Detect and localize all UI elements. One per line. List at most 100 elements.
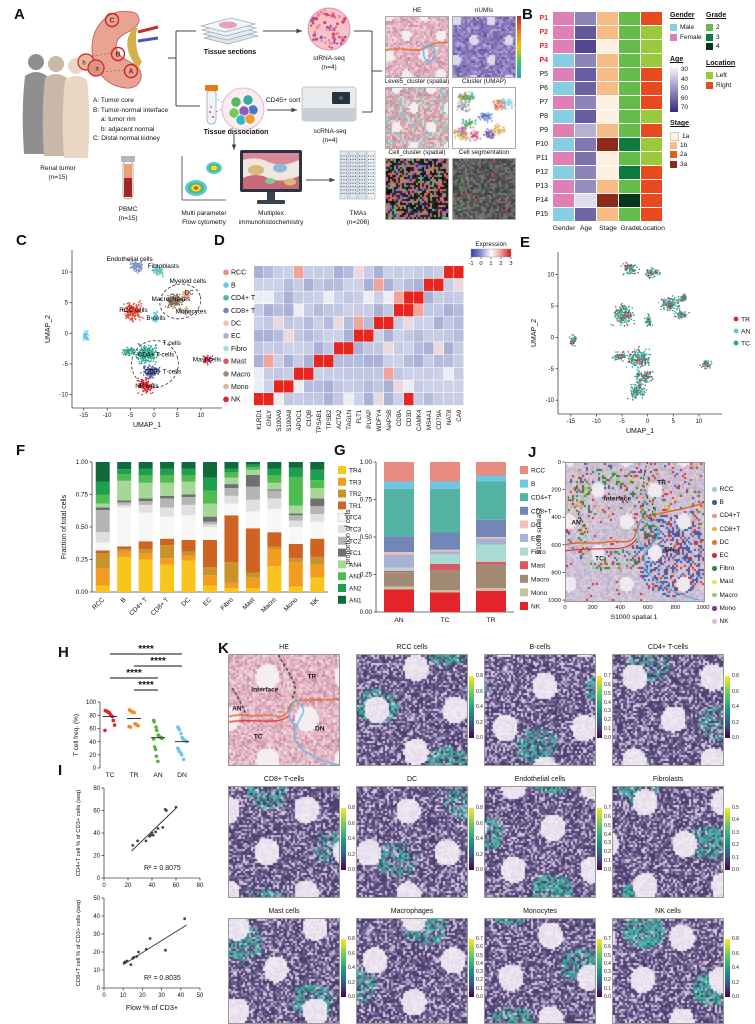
svg-text:GNLY: GNLY <box>266 410 273 426</box>
svg-text:RCC: RCC <box>531 468 545 475</box>
svg-text:CD79A: CD79A <box>436 409 443 430</box>
panel-g-region-proportion-bars: 0.00 0.25 0.50 0.75 1.00 proportion of cells A… <box>334 444 569 644</box>
svg-text:R² = 0.8035: R² = 0.8035 <box>144 975 181 982</box>
svg-text:B: B <box>115 52 120 59</box>
svg-text:30: 30 <box>93 932 100 938</box>
panel-label-b: B <box>522 6 533 23</box>
colorbar-tick: 0.7 <box>604 805 611 811</box>
clinical-cell <box>641 68 662 81</box>
clinical-cell <box>619 68 640 81</box>
svg-text:S100A8: S100A8 <box>286 409 293 432</box>
region-label-an: AN <box>571 519 581 527</box>
k-canvas <box>357 919 467 1023</box>
clinical-cell <box>597 124 618 137</box>
svg-text:CD8A: CD8A <box>396 409 403 426</box>
svg-text:DC: DC <box>231 320 241 327</box>
k-colorbar <box>597 808 602 870</box>
svg-text:-5: -5 <box>63 362 69 368</box>
svg-text:B: B <box>531 481 535 488</box>
svg-text:1.00: 1.00 <box>360 459 373 466</box>
colorbar-tick: 0.0 <box>732 994 739 1000</box>
panel-label-g: G <box>334 442 346 459</box>
thumb-title: Level5_cluster (spatial) <box>384 78 450 85</box>
dissociated-cells-icon <box>221 87 265 131</box>
colorbar-tick: 0.3 <box>732 829 739 836</box>
svg-text:5: 5 <box>176 413 180 419</box>
svg-text:CD4+T: CD4+T <box>531 495 552 502</box>
svg-text:CAMK4: CAMK4 <box>416 409 423 431</box>
clinical-cell <box>619 110 640 123</box>
mihc-label-2: immunohistochemistry <box>238 219 304 226</box>
colorbar-tick: 0.7 <box>604 673 611 679</box>
colorbar-tick: 0.5 <box>732 805 739 811</box>
panel-a-workflow: Renal tumor (n=15) C B A b a <box>0 0 530 232</box>
clinical-cell <box>641 138 662 151</box>
colorbar-tick: 0.4 <box>348 965 355 971</box>
colorbar-tick: 0.8 <box>348 936 355 942</box>
he-region-interface: Interface <box>251 686 279 694</box>
thumb-canvas-level5 <box>386 88 448 148</box>
svg-text:FLT1: FLT1 <box>356 409 363 424</box>
svg-text:20: 20 <box>89 753 96 759</box>
legend-swatch <box>706 43 713 50</box>
svg-text:0.25: 0.25 <box>76 557 89 564</box>
colorbar-tick: 0.2 <box>348 851 355 858</box>
colorbar-tick: 0.6 <box>604 944 611 951</box>
k-colorbar <box>469 808 474 870</box>
svg-text:40: 40 <box>149 883 156 889</box>
legend-swatch <box>670 33 677 41</box>
clinical-cell <box>553 68 574 81</box>
svg-text:DN: DN <box>177 772 187 779</box>
location-legend-item: Right <box>706 81 731 89</box>
svg-text:0: 0 <box>97 986 101 992</box>
k-colorbar <box>725 808 730 870</box>
thumb-canvas-seg <box>453 159 515 219</box>
k-colorbar <box>597 676 602 738</box>
k-tile-he: TR Interface AN TC DN <box>228 654 340 766</box>
thumb-title: Cell_cluster (spatial) <box>388 149 446 156</box>
k-title: HE <box>279 644 289 651</box>
k-canvas <box>485 787 595 897</box>
clinical-cell <box>597 110 618 123</box>
svg-text:Mast: Mast <box>241 596 256 611</box>
panel-label-f: F <box>16 442 26 459</box>
svg-text:Flow % of CD3+: Flow % of CD3+ <box>126 1003 178 1012</box>
clinical-cell <box>575 166 596 179</box>
legend-label: CD4+T <box>719 512 741 520</box>
clinical-cell <box>619 54 640 67</box>
svg-text:0.25: 0.25 <box>360 572 373 579</box>
clinical-cell <box>619 138 640 151</box>
clinical-cell <box>553 110 574 123</box>
pbmc-tube-icon <box>121 156 135 200</box>
clinical-cell <box>641 12 662 25</box>
colorbar-tick: 0.2 <box>604 977 611 984</box>
svg-text:40: 40 <box>89 740 96 746</box>
colorbar-tick: 0.3 <box>604 969 611 976</box>
svg-text:2: 2 <box>499 261 502 267</box>
colorbar-tick: 0.2 <box>476 719 483 726</box>
colorbar-tick: 0.2 <box>732 842 739 849</box>
panel-label-a: A <box>14 6 25 23</box>
colorbar-tick: 0.7 <box>604 936 611 942</box>
grade-legend-title: Grade <box>706 12 727 19</box>
svg-text:Monocytes: Monocytes <box>176 309 207 316</box>
svg-text:DC: DC <box>180 596 192 608</box>
k-canvas <box>357 787 467 897</box>
svg-text:-10: -10 <box>592 419 601 425</box>
svg-text:CD8+ T: CD8+ T <box>231 308 256 315</box>
colorbar-tick: 0.4 <box>732 965 739 971</box>
site-legend-line: a: tumor rim <box>101 116 136 123</box>
svg-text:Fibro: Fibro <box>219 596 235 612</box>
colorbar-tick: 0.5 <box>604 822 611 829</box>
svg-text:TC: TC <box>440 617 449 624</box>
svg-text:TC: TC <box>105 772 114 779</box>
svg-text:S1000 spatial 2: S1000 spatial 2 <box>536 507 543 554</box>
colorbar-tick: 0.1 <box>604 858 611 865</box>
j-legend-EC: EC <box>712 552 729 559</box>
clinical-cell <box>597 26 618 39</box>
k-colorbar <box>341 808 346 870</box>
svg-text:Mast: Mast <box>231 359 246 366</box>
svg-text:****: **** <box>138 644 154 655</box>
stage-legend-item: 3a <box>670 160 687 168</box>
colorbar-tick: 0.1 <box>604 726 611 733</box>
